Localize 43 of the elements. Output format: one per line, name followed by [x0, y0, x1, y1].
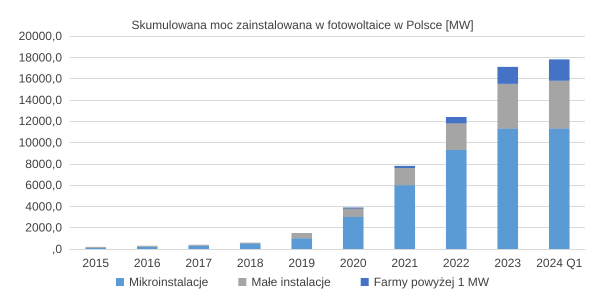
- bar: [548, 59, 570, 81]
- bar: [497, 128, 518, 249]
- bar: [548, 128, 570, 249]
- legend-label: Małe instalacje: [251, 275, 332, 289]
- y-tick-label: 4000,0: [25, 199, 62, 214]
- bar: [446, 116, 467, 124]
- x-tick-label: 2021: [391, 256, 418, 270]
- legend-label: Mikroinstalacje: [128, 275, 209, 289]
- y-tick-label: 16000,0: [18, 72, 62, 86]
- legend-label: Farmy powyżej 1 MW: [374, 275, 490, 289]
- bar: [394, 185, 416, 249]
- bar: [394, 168, 416, 186]
- x-tick-label: 2022: [442, 256, 470, 270]
- y-tick-label: 2000,0: [25, 220, 62, 235]
- y-tick-label: 20000,0: [18, 29, 62, 43]
- x-tick-label: 2016: [134, 256, 161, 270]
- bar: [342, 208, 364, 218]
- y-tick-label: 14000,0: [18, 92, 62, 107]
- chart-title: Skumulowana moc zainstalowana w fotowoltaice w Polsce [MW]: [131, 18, 474, 32]
- bar: [240, 244, 261, 249]
- x-tick-label: 2024 Q1: [536, 256, 583, 270]
- x-tick-label: 2023: [494, 256, 522, 270]
- y-tick-label: 8000,0: [25, 156, 62, 171]
- bar: [188, 246, 210, 249]
- bar: [548, 80, 570, 129]
- bar: [291, 238, 312, 249]
- x-tick-label: 2018: [236, 256, 264, 270]
- bar: [497, 84, 518, 129]
- y-tick-label: 10000,0: [18, 136, 62, 150]
- y-tick-label: ,0: [52, 242, 62, 256]
- bar: [291, 233, 312, 238]
- bar: [497, 66, 518, 84]
- bar: [446, 150, 467, 249]
- y-tick-label: 12000,0: [18, 114, 62, 128]
- y-tick-label: 6000,0: [25, 178, 62, 192]
- bar: [342, 217, 364, 249]
- bar: [446, 123, 467, 150]
- bar: [394, 166, 416, 168]
- y-tick-label: 18000,0: [18, 50, 62, 64]
- x-tick-label: 2015: [82, 256, 110, 270]
- x-tick-label: 2019: [288, 256, 316, 270]
- x-tick-label: 2020: [340, 256, 367, 270]
- x-tick-label: 2017: [185, 256, 212, 270]
